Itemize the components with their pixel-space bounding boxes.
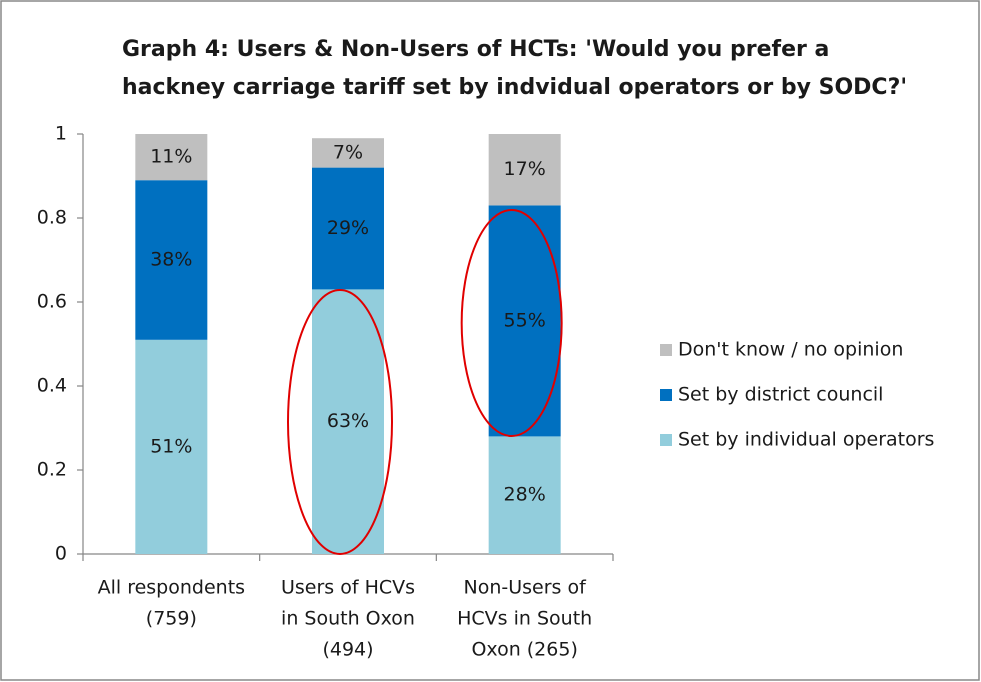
legend-label: Don't know / no opinion xyxy=(678,339,903,361)
data-label: 63% xyxy=(327,410,369,432)
legend-swatch xyxy=(660,389,672,401)
y-tick-label: 1 xyxy=(55,123,67,145)
x-tick-label: Non-Users of xyxy=(464,577,588,599)
y-tick-label: 0.2 xyxy=(37,459,67,481)
bar-segment xyxy=(312,138,384,168)
legend-swatch xyxy=(660,434,672,446)
y-tick-label: 0 xyxy=(55,543,67,565)
bar-segment xyxy=(135,180,208,340)
highlight-ellipse xyxy=(287,289,393,555)
legend-label: Set by individual operators xyxy=(678,429,934,451)
x-tick-label: Users of HCVs xyxy=(281,577,415,599)
bar-segment xyxy=(135,339,208,554)
data-label: 28% xyxy=(504,484,546,506)
x-tick-label: HCVs in South xyxy=(457,608,592,630)
bar-segment xyxy=(312,167,384,290)
chart-title: hackney carriage tariff set by indvidual… xyxy=(122,75,907,100)
data-label: 11% xyxy=(150,146,192,168)
x-tick-label: in South Oxon xyxy=(281,608,415,630)
y-tick-label: 0.8 xyxy=(37,207,67,229)
bar-segment xyxy=(312,289,384,554)
data-label: 55% xyxy=(504,309,546,331)
data-label: 38% xyxy=(150,249,192,271)
x-tick-label: (494) xyxy=(322,639,373,661)
highlight-ellipse xyxy=(460,209,563,437)
y-tick-label: 0.6 xyxy=(37,291,67,313)
bar-segment xyxy=(488,436,561,554)
bar-segment xyxy=(135,134,208,181)
legend-swatch xyxy=(660,344,672,356)
data-label: 7% xyxy=(333,141,363,163)
data-label: 17% xyxy=(504,158,546,180)
chart-title: Graph 4: Users & Non-Users of HCTs: 'Wou… xyxy=(122,37,829,62)
legend-label: Set by district council xyxy=(678,384,883,406)
data-label: 51% xyxy=(150,435,192,457)
x-tick-label: (759) xyxy=(146,608,197,630)
y-tick-label: 0.4 xyxy=(37,375,67,397)
data-label: 29% xyxy=(327,217,369,239)
bar-segment xyxy=(488,134,561,206)
x-tick-label: Oxon (265) xyxy=(471,639,577,661)
x-tick-label: All respondents xyxy=(98,577,245,599)
